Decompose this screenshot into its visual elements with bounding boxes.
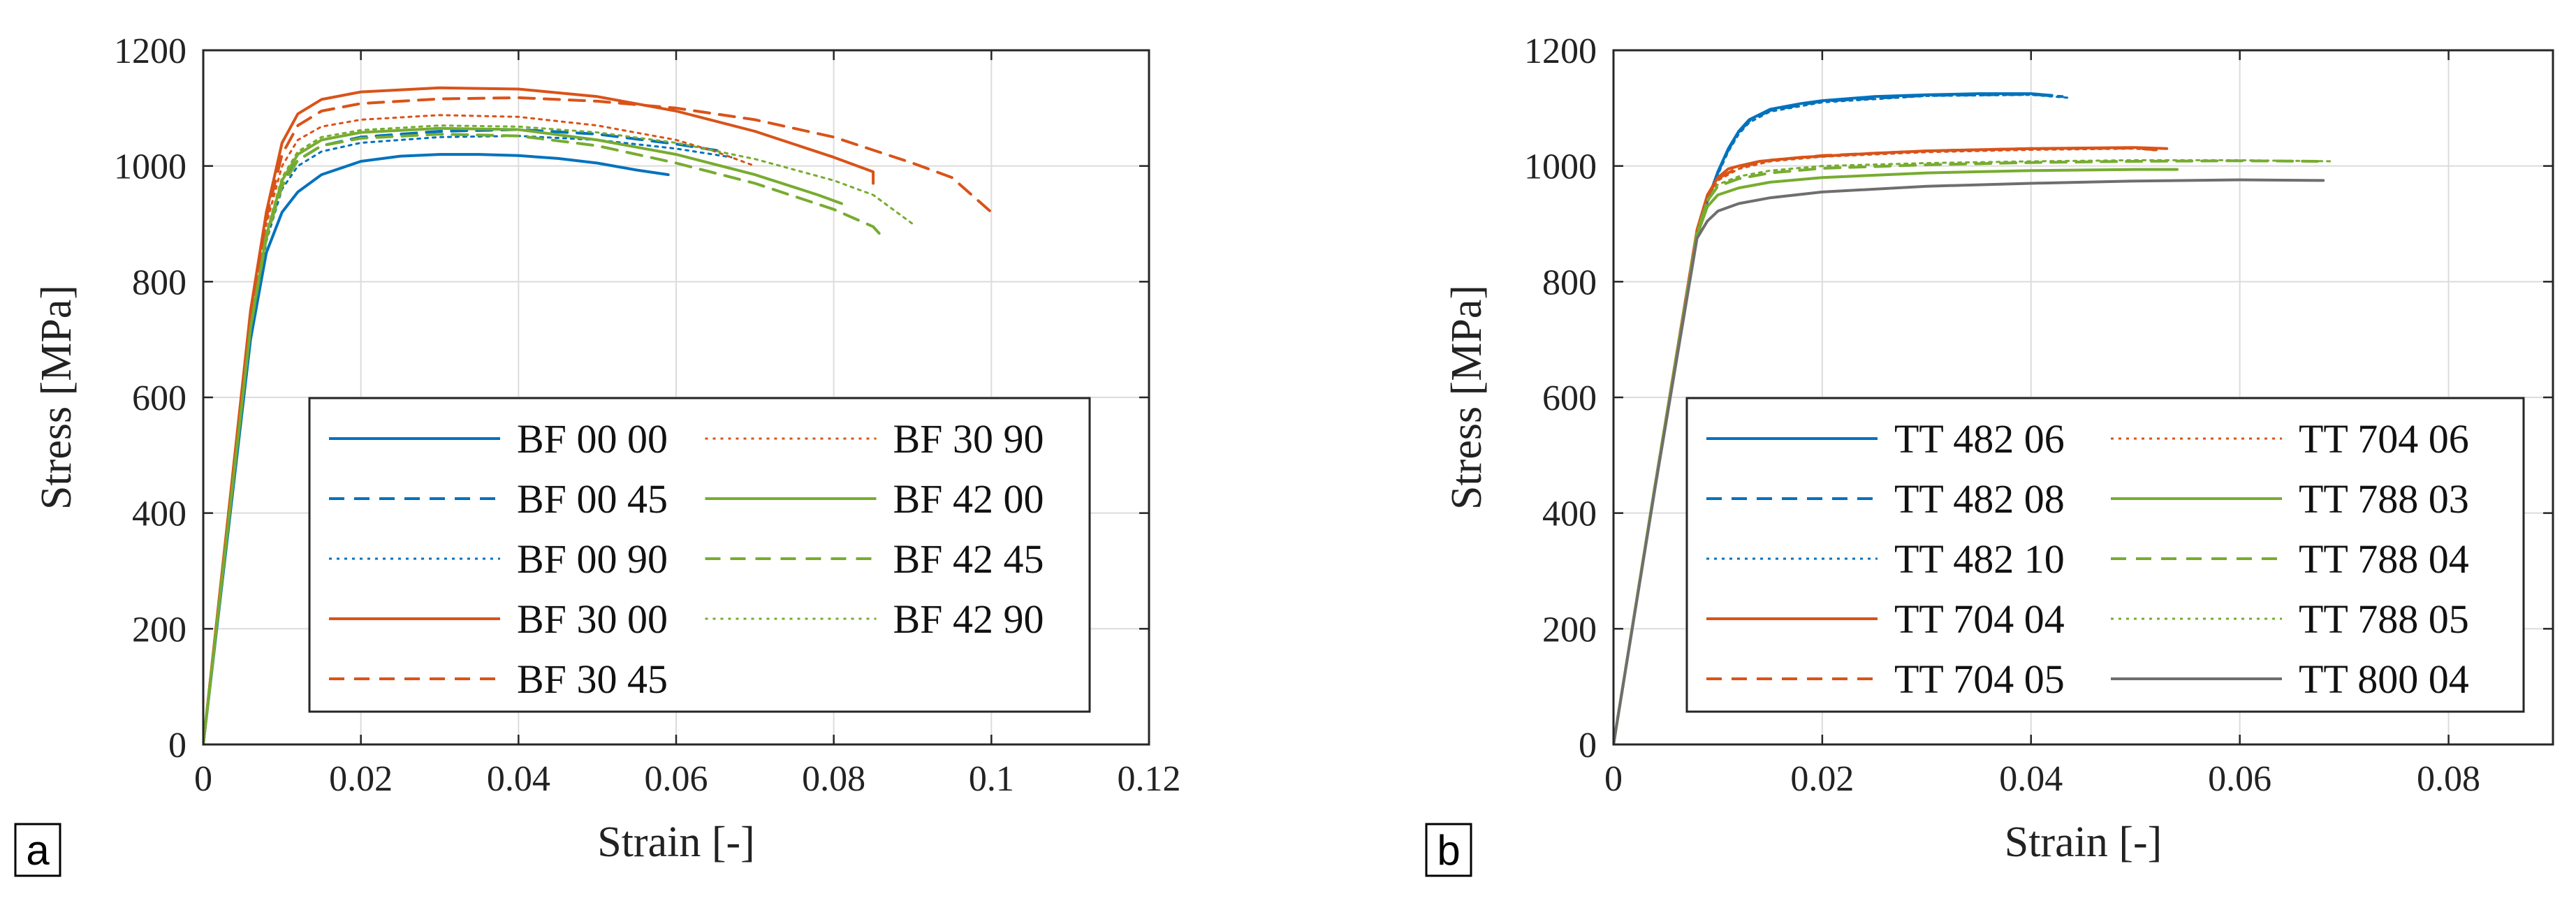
y-tick-label: 1000 <box>114 147 186 187</box>
x-tick-label: 0.04 <box>1999 759 2063 799</box>
series-line-bf-30-00 <box>203 86 875 744</box>
legend-entry-label: BF 00 45 <box>517 476 668 522</box>
legend-entry-label: TT 704 04 <box>1894 596 2065 642</box>
series-line-bf-42-45 <box>203 133 883 744</box>
legend-box <box>308 397 1091 713</box>
panel-letter-box <box>14 823 61 877</box>
y-tick-label: 200 <box>132 610 186 649</box>
legend-entry-label: TT 800 04 <box>2299 656 2469 702</box>
x-tick-label: 0.1 <box>969 759 1014 799</box>
x-tick-label: 0.02 <box>1790 759 1854 799</box>
legend-entry-label: BF 30 90 <box>893 416 1044 462</box>
series-line-tt-482-10 <box>1613 94 2069 744</box>
y-tick-label: 600 <box>1542 379 1597 418</box>
series-line-tt-788-05 <box>1613 159 2335 744</box>
x-tick-label: 0.06 <box>2208 759 2271 799</box>
y-tick-label: 600 <box>132 379 186 418</box>
panel-letter-box <box>1425 823 1472 877</box>
legend-entry-label: TT 704 05 <box>1894 656 2065 702</box>
x-tick-label: 0.08 <box>2417 759 2480 799</box>
legend: TT 482 06 TT 482 08 TT 482 10 TT 704 04 TT 7… <box>1685 397 2525 713</box>
y-tick-label: 800 <box>132 263 186 302</box>
y-tick-label: 400 <box>132 494 186 534</box>
chart-panel-a: 0 0.02 0.04 0.06 0.08 0.1 0.12 0 200 400 600 800 100… <box>14 31 1181 877</box>
y-tick-label: 1200 <box>114 31 186 71</box>
legend-entry-label: TT 482 06 <box>1894 416 2065 462</box>
legend-entry-label: BF 00 90 <box>517 536 668 582</box>
x-axis-label: Strain [-] <box>2005 818 2162 866</box>
y-tick-label: 0 <box>168 726 186 765</box>
series-line-bf-30-90 <box>203 114 756 744</box>
x-tick-label: 0.08 <box>802 759 865 799</box>
y-axis-label: Stress [MPa] <box>1443 285 1491 510</box>
legend-entry-label: TT 788 03 <box>2299 476 2469 522</box>
legend-entry-label: TT 704 06 <box>2299 416 2469 462</box>
y-tick-label: 400 <box>1542 494 1597 534</box>
series-group <box>203 86 993 744</box>
series-line-bf-42-90 <box>203 124 914 744</box>
legend-entry-label: BF 00 00 <box>517 416 668 462</box>
legend-entry-label: BF 30 45 <box>517 656 668 702</box>
legend-box <box>1685 397 2525 713</box>
series-line-bf-30-45 <box>203 96 993 744</box>
y-tick-label: 1200 <box>1524 31 1597 71</box>
panel-letter: a <box>26 827 50 874</box>
series-group <box>1613 92 2335 744</box>
y-tick-label: 200 <box>1542 610 1597 649</box>
legend-entry-label: TT 788 04 <box>2299 536 2469 582</box>
legend-entry-label: BF 42 45 <box>893 536 1044 582</box>
y-axis-label: Stress [MPa] <box>33 285 80 510</box>
x-tick-label: 0.12 <box>1118 759 1181 799</box>
panel-letter: b <box>1437 827 1460 874</box>
y-tick-label: 0 <box>1579 726 1597 765</box>
chart-panel-b: 0 0.02 0.04 0.06 0.08 0 200 400 600 800 1000 1200 St… <box>1425 31 2554 877</box>
legend-entry-label: TT 788 05 <box>2299 596 2469 642</box>
x-tick-label: 0 <box>194 759 212 799</box>
x-axis-label: Strain [-] <box>597 818 755 866</box>
legend-entry-label: BF 42 90 <box>893 596 1044 642</box>
series-line-bf-00-00 <box>203 153 670 744</box>
legend: BF 00 00 BF 00 45 BF 00 90 BF 30 00 BF 30 45… <box>308 397 1091 713</box>
x-tick-label: 0.02 <box>329 759 393 799</box>
legend-entry-label: TT 482 10 <box>1894 536 2065 582</box>
legend-entry-label: BF 42 00 <box>893 476 1044 522</box>
series-line-tt-800-04 <box>1613 178 2325 744</box>
y-tick-label: 800 <box>1542 263 1597 302</box>
legend-entry-label: BF 30 00 <box>517 596 668 642</box>
x-tick-label: 0.06 <box>645 759 708 799</box>
legend-entry-label: TT 482 08 <box>1894 476 2065 522</box>
y-tick-label: 1000 <box>1524 147 1597 187</box>
x-tick-label: 0.04 <box>487 759 550 799</box>
x-tick-label: 0 <box>1604 759 1623 799</box>
series-line-tt-788-04 <box>1613 159 2325 744</box>
